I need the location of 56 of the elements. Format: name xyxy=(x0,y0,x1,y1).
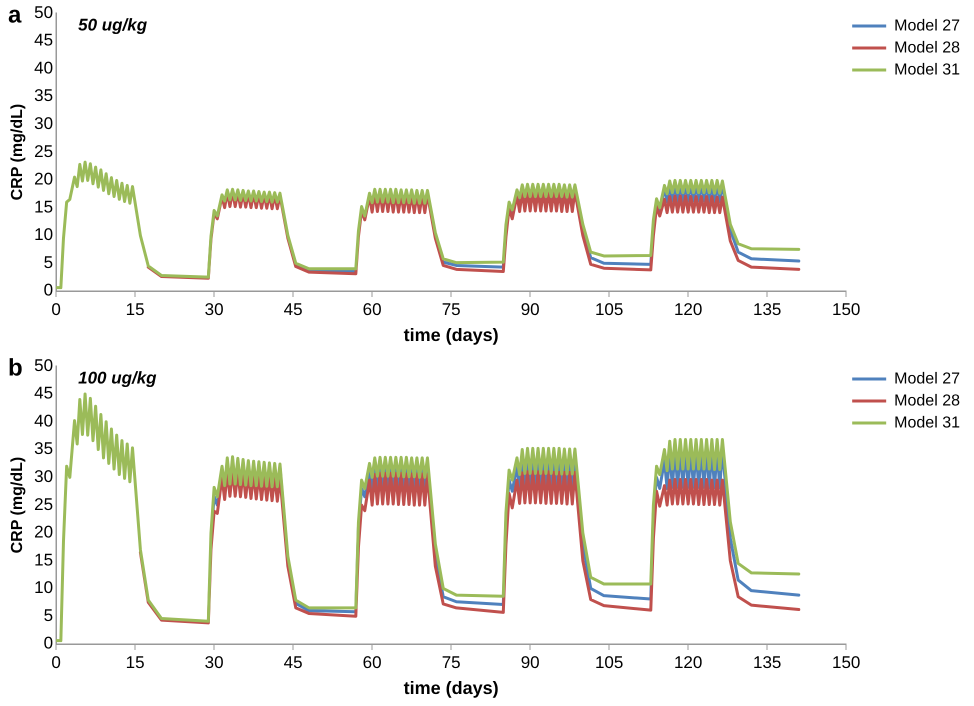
y-tick-label: 40 xyxy=(34,411,54,430)
y-tick-label: 35 xyxy=(34,86,54,106)
y-tick-label: 0 xyxy=(44,280,54,300)
y-tick-label: 10 xyxy=(34,225,54,244)
y-tick-label: 5 xyxy=(44,606,54,625)
y-tick-label: 50 xyxy=(34,2,54,22)
x-tick-label: 75 xyxy=(442,300,461,319)
x-tick-label: 105 xyxy=(594,300,624,319)
y-tick-label: 25 xyxy=(34,142,54,161)
x-tick-label: 90 xyxy=(520,652,540,672)
x-tick-label: 120 xyxy=(674,652,702,672)
legend-label: Model 27 xyxy=(894,17,960,34)
y-axis-title: CRP (mg/dL) xyxy=(9,104,26,200)
x-tick-label: 150 xyxy=(832,300,860,319)
x-tick-label: 135 xyxy=(752,300,782,319)
y-tick-label: 20 xyxy=(34,170,54,189)
x-tick-label: 15 xyxy=(126,300,145,319)
y-tick-label: 10 xyxy=(34,578,54,598)
x-tick-label: 90 xyxy=(520,300,540,319)
legend-label: Model 27 xyxy=(894,370,960,388)
x-tick-label: 75 xyxy=(442,652,461,672)
x-tick-label: 15 xyxy=(126,652,145,672)
x-tick-label: 30 xyxy=(204,652,224,672)
text: a xyxy=(8,2,22,29)
y-tick-label: 30 xyxy=(34,114,54,134)
y-tick-label: 20 xyxy=(34,522,54,542)
x-tick-label: 45 xyxy=(284,652,303,672)
annotation: 50 ug/kg xyxy=(78,15,148,34)
y-axis-title: CRP (mg/dL) xyxy=(9,456,26,554)
x-axis-title: time (days) xyxy=(404,678,499,698)
x-tick-label: 135 xyxy=(752,652,782,672)
x-tick-label: 120 xyxy=(674,300,702,319)
x-tick-label: 30 xyxy=(204,300,224,319)
annotation: 100 ug/kg xyxy=(78,368,158,388)
y-tick-label: 50 xyxy=(34,356,54,375)
y-tick-label: 15 xyxy=(34,550,54,570)
text: b xyxy=(8,354,23,382)
x-tick-label: 60 xyxy=(362,300,382,319)
y-tick-label: 30 xyxy=(34,467,54,486)
x-tick-label: 45 xyxy=(284,300,303,319)
y-tick-label: 35 xyxy=(34,439,54,458)
y-tick-label: 45 xyxy=(34,384,54,403)
legend-label: Model 28 xyxy=(894,39,960,56)
x-axis-title: time (days) xyxy=(404,325,499,346)
legend-label: Model 31 xyxy=(894,414,960,432)
y-tick-label: 40 xyxy=(34,58,54,78)
x-tick-label: 60 xyxy=(362,652,382,672)
legend-label: Model 28 xyxy=(894,392,960,410)
y-tick-label: 25 xyxy=(34,494,54,514)
x-tick-label: 150 xyxy=(832,652,860,672)
x-tick-label: 105 xyxy=(594,652,624,672)
y-tick-label: 0 xyxy=(44,634,54,653)
legend-label: Model 31 xyxy=(894,61,960,78)
y-tick-label: 15 xyxy=(34,197,54,216)
y-tick-label: 5 xyxy=(44,252,54,272)
y-tick-label: 45 xyxy=(34,30,54,50)
